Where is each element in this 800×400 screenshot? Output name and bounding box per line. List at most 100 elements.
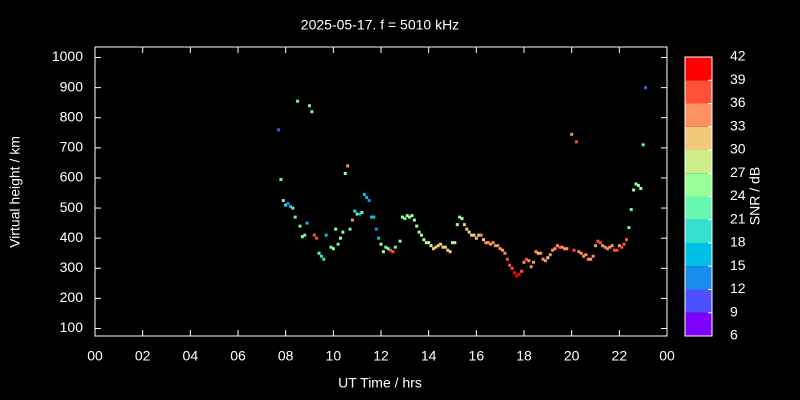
- data-point: [522, 260, 526, 264]
- data-point: [589, 257, 593, 261]
- y-tick-label: 800: [60, 108, 84, 124]
- data-point: [486, 241, 490, 245]
- data-point: [331, 247, 335, 251]
- y-tick-label: 900: [60, 78, 84, 94]
- colorbar-band: [685, 312, 712, 336]
- x-tick-label: 16: [469, 348, 485, 364]
- x-tick-label: 20: [564, 348, 580, 364]
- data-point: [372, 215, 376, 219]
- data-point: [572, 248, 576, 252]
- data-point: [520, 269, 524, 273]
- x-tick-label: 00: [659, 348, 675, 364]
- x-tick-label: 12: [373, 348, 389, 364]
- y-tick-label: 200: [60, 289, 84, 305]
- data-point: [515, 274, 519, 278]
- colorbar-band: [685, 103, 712, 127]
- data-point: [543, 259, 547, 263]
- data-point: [491, 241, 495, 245]
- colorbar-tick-label: 6: [730, 327, 738, 343]
- data-point: [336, 242, 340, 246]
- data-point: [455, 223, 459, 227]
- data-point: [624, 238, 628, 242]
- colorbar-tick-label: 42: [730, 48, 746, 64]
- data-point: [548, 253, 552, 257]
- x-tick-label: 02: [135, 348, 151, 364]
- data-point: [319, 254, 323, 258]
- x-tick-label: 18: [516, 348, 532, 364]
- data-point: [601, 244, 605, 248]
- data-point: [310, 110, 314, 114]
- data-point: [298, 224, 302, 228]
- colorbar-tick-label: 27: [730, 164, 746, 180]
- data-point: [293, 215, 297, 219]
- data-point: [389, 248, 393, 252]
- data-point: [436, 244, 440, 248]
- y-tick-label: 500: [60, 199, 84, 215]
- data-point: [386, 247, 390, 251]
- colorbar-tick-label: 12: [730, 280, 746, 296]
- colorbar-tick-label: 36: [730, 94, 746, 110]
- y-tick-label: 400: [60, 229, 84, 245]
- data-point: [312, 233, 316, 237]
- data-point: [348, 227, 352, 231]
- y-tick-label: 700: [60, 139, 84, 155]
- data-point: [300, 235, 304, 239]
- x-tick-label: 22: [612, 348, 628, 364]
- data-point: [474, 236, 478, 240]
- data-point: [360, 211, 364, 215]
- data-point: [441, 245, 445, 249]
- colorbar-tick-label: 9: [730, 303, 738, 319]
- data-point: [512, 271, 516, 275]
- plot-frame: [94, 46, 668, 337]
- data-point: [596, 239, 600, 243]
- data-point: [284, 203, 288, 207]
- data-point: [481, 238, 485, 242]
- colorbar-band: [685, 266, 712, 290]
- data-point: [420, 233, 424, 237]
- data-point: [329, 245, 333, 249]
- data-point: [317, 251, 321, 255]
- data-point: [400, 215, 404, 219]
- data-point: [586, 257, 590, 261]
- data-point: [560, 245, 564, 249]
- data-point: [384, 245, 388, 249]
- data-point: [324, 233, 328, 237]
- data-point: [508, 263, 512, 267]
- colorbar-tick-label: 24: [730, 187, 746, 203]
- y-tick-label: 300: [60, 259, 84, 275]
- data-point: [610, 244, 614, 248]
- data-point: [517, 272, 521, 276]
- data-point: [465, 227, 469, 231]
- data-point: [358, 212, 362, 216]
- colorbar-band: [685, 196, 712, 220]
- y-tick-label: 1000: [52, 48, 83, 64]
- data-point: [279, 177, 283, 181]
- data-point: [498, 247, 502, 251]
- colorbar-band: [685, 219, 712, 243]
- data-point: [341, 230, 345, 234]
- data-point: [308, 104, 311, 108]
- data-point: [379, 242, 383, 246]
- data-point: [534, 250, 538, 254]
- data-point: [305, 221, 309, 225]
- colorbar-label: SNR / dB: [747, 167, 763, 225]
- data-point: [277, 128, 281, 132]
- data-point: [391, 250, 395, 254]
- data-point: [615, 248, 619, 252]
- data-point: [434, 245, 438, 249]
- x-tick-label: 10: [326, 348, 342, 364]
- data-point: [446, 248, 450, 252]
- chart-title: 2025-05-17. f = 5010 kHz: [301, 17, 459, 33]
- x-tick-label: 06: [230, 348, 246, 364]
- data-point: [415, 224, 419, 228]
- data-point: [403, 217, 407, 221]
- data-point: [484, 241, 488, 245]
- data-point: [493, 244, 497, 248]
- data-point: [594, 244, 597, 248]
- colorbar-band: [685, 243, 712, 267]
- data-point: [405, 214, 409, 218]
- data-point: [501, 248, 505, 252]
- data-point: [338, 236, 342, 240]
- data-point: [613, 248, 617, 252]
